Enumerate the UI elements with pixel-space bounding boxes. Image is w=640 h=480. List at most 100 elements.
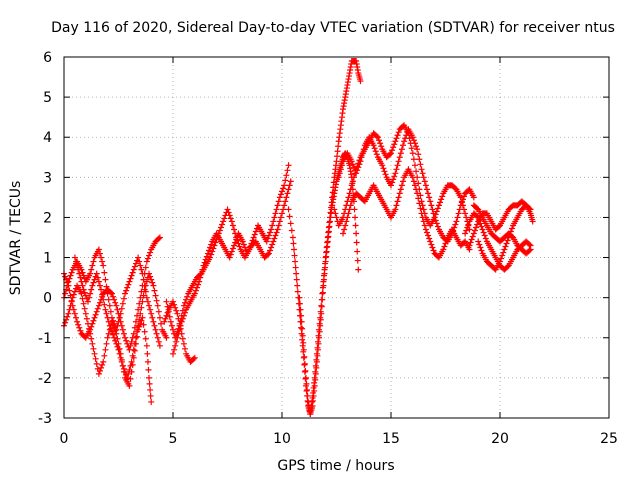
data-point: [394, 132, 401, 139]
data-point: [378, 143, 385, 150]
data-point: [72, 314, 79, 321]
data-point: [468, 236, 475, 243]
data-point: [427, 198, 434, 205]
data-point: [95, 246, 102, 253]
data-points: [61, 58, 536, 417]
data-point: [174, 334, 181, 341]
data-point: [95, 302, 102, 309]
data-point: [433, 208, 440, 215]
data-point: [470, 194, 477, 201]
data-point: [334, 148, 341, 155]
data-point: [476, 241, 483, 248]
data-point: [417, 192, 424, 199]
data-point: [181, 299, 188, 306]
data-point: [285, 206, 292, 213]
x-tick-label: 20: [491, 431, 509, 447]
data-point: [119, 326, 126, 333]
data-point: [342, 222, 349, 229]
data-point: [432, 217, 439, 224]
data-point: [88, 266, 95, 273]
data-point: [283, 194, 290, 201]
data-point: [163, 334, 170, 341]
data-point: [310, 397, 317, 404]
data-point: [267, 247, 274, 254]
data-point: [219, 221, 226, 228]
data-point: [100, 262, 107, 269]
data-point: [408, 145, 415, 152]
data-point: [76, 324, 83, 331]
data-point: [129, 352, 136, 359]
data-point: [463, 227, 470, 234]
data-point: [126, 382, 133, 389]
data-point: [410, 156, 417, 163]
data-point: [115, 346, 122, 353]
data-point: [99, 291, 106, 298]
x-tick-labels: 0 5 10 15 20 25: [60, 431, 618, 447]
data-point: [279, 188, 285, 195]
data-point: [132, 334, 139, 341]
data-point: [89, 262, 96, 269]
data-point: [474, 205, 481, 212]
data-point: [392, 138, 399, 145]
data-point: [130, 266, 137, 273]
data-point: [275, 198, 282, 205]
data-point: [276, 218, 283, 225]
data-point: [426, 194, 433, 201]
data-point: [348, 182, 355, 189]
data-point: [175, 330, 182, 337]
data-point: [229, 245, 236, 252]
data-point: [118, 358, 125, 365]
data-point: [279, 210, 285, 217]
data-point: [409, 150, 416, 157]
data-point: [464, 224, 471, 231]
data-point: [304, 386, 311, 393]
data-point: [281, 182, 288, 189]
data-point: [64, 282, 71, 289]
data-point: [174, 310, 181, 317]
data-point: [151, 322, 158, 329]
data-point: [88, 286, 95, 293]
data-point: [250, 234, 257, 241]
data-point: [105, 296, 112, 303]
data-point: [456, 206, 463, 213]
data-point: [146, 270, 153, 277]
data-point: [429, 206, 436, 213]
data-point: [127, 342, 134, 349]
data-point: [71, 254, 78, 261]
data-point: [312, 370, 319, 377]
data-point: [107, 325, 114, 332]
data-point: [228, 248, 235, 255]
data-point: [149, 314, 156, 321]
data-point: [390, 176, 397, 183]
data-point: [114, 306, 121, 313]
data-point: [463, 214, 470, 221]
data-point: [469, 233, 476, 240]
data-point: [409, 174, 416, 181]
data-point: [416, 200, 423, 207]
data-point: [299, 332, 306, 339]
data-point: [227, 251, 234, 258]
data-point: [453, 218, 460, 225]
data-point: [83, 315, 90, 322]
data-point: [196, 278, 203, 285]
data-point: [413, 168, 420, 175]
data-point: [148, 310, 155, 317]
data-point: [179, 335, 186, 342]
data-point: [421, 222, 428, 229]
data-point: [78, 290, 85, 297]
data-point: [458, 199, 465, 206]
data-point: [101, 352, 108, 359]
data-point: [320, 282, 327, 289]
data-point: [89, 340, 96, 347]
plot-frame: [63, 56, 610, 419]
data-point: [104, 334, 111, 341]
data-point: [428, 241, 435, 248]
data-point: [438, 196, 445, 203]
data-point: [124, 374, 131, 381]
data-point: [349, 178, 356, 185]
data-point: [529, 218, 536, 225]
data-point: [503, 240, 510, 247]
data-point: [277, 214, 284, 221]
data-point: [195, 281, 202, 288]
data-point: [123, 287, 130, 294]
